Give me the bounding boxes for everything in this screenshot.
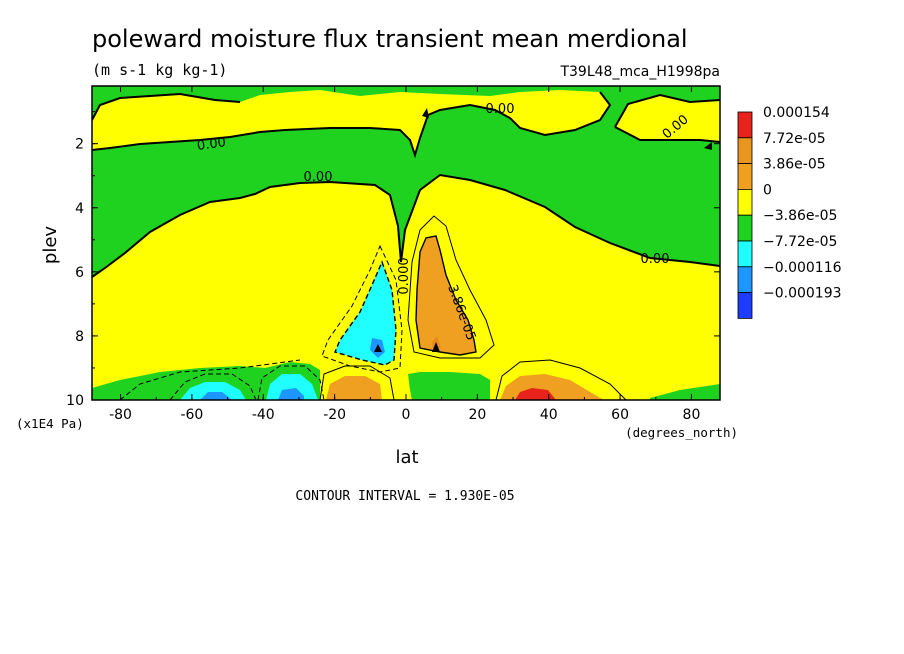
x-tick-label: 80	[683, 407, 701, 423]
x-tick-label: -60	[180, 407, 203, 423]
region-negative-lower-right	[650, 384, 720, 400]
region-positive-mid-lower1	[326, 376, 382, 400]
region-negative-strong-lower1	[200, 392, 232, 400]
x-tick-label: 20	[468, 407, 486, 423]
colorbar-label: 3.86e-05	[763, 157, 826, 173]
x-tick-label: 0	[402, 407, 411, 423]
contour-markers	[374, 108, 712, 352]
y-tick-label: 8	[75, 329, 84, 345]
contour-label: 0.00	[196, 135, 227, 154]
colorbar-swatch	[737, 214, 753, 242]
y-tick-label: 2	[75, 137, 84, 153]
positive-contours	[319, 215, 627, 400]
x-tick-label: 40	[540, 407, 558, 423]
x-axis-label: lat	[395, 447, 418, 468]
contour-interval: CONTOUR INTERVAL = 1.930E-05	[295, 489, 514, 504]
colorbar-label: 7.72e-05	[763, 131, 826, 147]
colorbar-legend: 0.000154 7.72e-05 3.86e-05 0 −3.86e-05 −7.72e…	[737, 105, 842, 319]
colorbar-swatch	[737, 292, 753, 319]
run-label: T39L48_mca_H1998pa	[559, 64, 720, 80]
x-tick-label: 60	[611, 407, 629, 423]
region-negative-lower-mid	[408, 372, 490, 400]
contour-label: 0.00	[486, 102, 515, 117]
chart-units: (m s-1 kg kg-1)	[92, 61, 227, 79]
contour-label: 0.000	[397, 257, 412, 294]
x-axis-unit: (degrees_north)	[625, 425, 738, 440]
x-tick-label: -20	[323, 407, 346, 423]
region-negative-mid-tongue	[335, 262, 396, 365]
colorbar-label: 0.000154	[763, 105, 830, 121]
colorbar-swatch	[737, 137, 753, 165]
colorbar-swatch	[737, 111, 753, 139]
colorbar-swatch	[737, 240, 753, 268]
contour-label: 0.00	[304, 170, 333, 185]
region-negative-mid-lower2	[266, 374, 318, 400]
y-tick-label: 10	[66, 393, 84, 409]
x-tick-label: -80	[109, 407, 132, 423]
region-negative-lower-left	[92, 362, 320, 400]
region-negative-strong-lower2	[278, 388, 304, 400]
colorbar-label: −3.86e-05	[763, 208, 837, 224]
y-axis-label: plev	[40, 226, 61, 265]
region-positive-max-lower	[515, 388, 556, 400]
plot-area	[92, 86, 720, 400]
y-tick-label: 4	[75, 201, 84, 217]
contour-label: 0.00	[641, 252, 670, 267]
region-negative-upper	[92, 86, 720, 277]
colorbar-swatch	[737, 188, 753, 216]
colorbar-label: 0	[763, 182, 772, 198]
x-tick-label: -40	[252, 407, 275, 423]
chart-title: poleward moisture flux transient mean me…	[92, 25, 688, 53]
colorbar-label: −7.72e-05	[763, 234, 837, 250]
colorbar-label: −0.000193	[763, 286, 842, 302]
region-positive-mid-tower	[416, 236, 476, 355]
region-negative-mid-lower1	[180, 382, 246, 400]
zero-contours	[92, 91, 720, 278]
colorbar-label: −0.000116	[763, 260, 842, 276]
y-axis: 2 4 6 8 10	[66, 111, 720, 409]
negative-contours	[119, 244, 403, 400]
x-axis: -80 -60 -40 -20 0 20 40 60 80	[109, 86, 700, 423]
colorbar-swatch	[737, 163, 753, 190]
y-tick-label: 6	[75, 265, 84, 281]
y-axis-unit: (x1E4 Pa)	[16, 416, 84, 431]
colorbar-swatch	[737, 266, 753, 293]
